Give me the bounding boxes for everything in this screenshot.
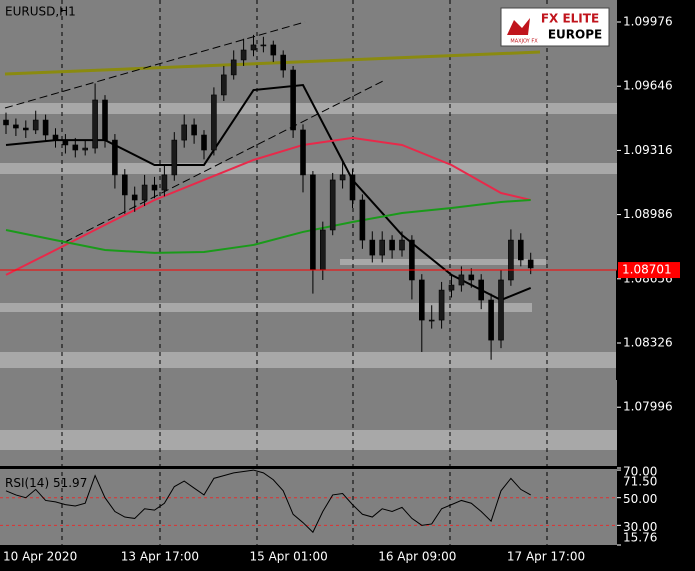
zone <box>0 103 617 114</box>
candle-body <box>32 119 39 131</box>
candle-body <box>409 239 415 281</box>
logo: FX ELITE EUROPE MAXJOY FX <box>500 7 610 47</box>
candle-body <box>270 44 277 56</box>
y-tick-label: 1.08986 <box>623 207 673 221</box>
candle-body <box>329 179 336 231</box>
zone <box>340 259 546 265</box>
zones <box>0 103 617 450</box>
y-tick-label: 1.07996 <box>623 400 673 414</box>
rsi-panel <box>0 469 617 545</box>
x-tick-label: 15 Apr 01:00 <box>250 550 328 564</box>
candle-body <box>230 59 237 76</box>
candle-body <box>349 174 356 201</box>
candle-body <box>171 139 178 176</box>
logo-small: MAXJOY FX <box>510 39 538 45</box>
trendline <box>4 50 541 76</box>
zone <box>0 430 617 450</box>
rsi-tick-label: 15.76 <box>623 531 657 545</box>
x-tick-label: 17 Apr 17:00 <box>507 550 585 564</box>
rsi-value: 51.97 <box>53 476 87 490</box>
main-panel <box>0 0 617 466</box>
candle-body <box>428 319 435 322</box>
y-tick-label: 1.09646 <box>623 79 673 93</box>
rsi-tick-label: 71.50 <box>623 475 657 489</box>
y-tick-label: 1.09976 <box>623 14 673 28</box>
candle-body <box>488 299 494 341</box>
candle-body <box>300 129 306 176</box>
candle-body <box>82 147 88 151</box>
candle-body <box>517 239 524 261</box>
candle-body <box>141 184 148 201</box>
candle-body <box>221 74 227 96</box>
x-tick-label: 16 Apr 09:00 <box>378 550 456 564</box>
rsi-title: RSI(14) 51.97 <box>5 476 87 490</box>
moving-average <box>5 199 531 254</box>
candle-body <box>379 239 386 256</box>
candle-body <box>498 279 504 341</box>
candle-body <box>102 99 108 141</box>
symbol: EURUSD,H1 <box>5 5 76 19</box>
candle-body <box>369 239 376 256</box>
rsi-tick-label: 50.00 <box>623 492 657 506</box>
x-tick-label: 13 Apr 17:00 <box>121 550 199 564</box>
candle-body <box>448 284 455 291</box>
zone <box>0 352 617 368</box>
rsi-line <box>5 469 531 534</box>
rsi-name: RSI(14) <box>5 476 49 490</box>
y-tick-label: 1.08326 <box>623 336 673 350</box>
logo-line1: FX ELITE <box>541 12 599 26</box>
candle-body <box>201 134 207 151</box>
candle-body <box>122 174 128 196</box>
rsi-tick-label: 30.00 <box>623 520 657 534</box>
y-tick-label: 1.09316 <box>623 143 673 157</box>
candle-body <box>527 259 534 269</box>
candle-body <box>191 124 197 136</box>
candle-body <box>62 139 69 146</box>
candle-body <box>13 124 19 129</box>
candle-body <box>260 44 267 47</box>
candle-body <box>290 69 296 131</box>
candle-body <box>151 184 158 191</box>
candle-body <box>359 199 366 241</box>
candle-body <box>161 174 168 191</box>
channel-line <box>4 21 306 109</box>
candle-body <box>250 44 257 51</box>
candle-body <box>508 239 514 281</box>
scroll-marker <box>616 270 618 380</box>
candle-body <box>280 54 287 71</box>
candle-body <box>181 124 187 141</box>
logo-bull <box>507 18 530 35</box>
logo-line2: EUROPE <box>548 28 602 42</box>
zone <box>0 303 532 312</box>
candle-body <box>319 229 326 271</box>
candle-body <box>458 274 465 286</box>
candle-body <box>72 144 79 151</box>
x-tick-label: 10 Apr 2020 <box>3 550 77 564</box>
candle-body <box>418 279 425 321</box>
candle-body <box>22 127 29 131</box>
candle-body <box>240 49 247 61</box>
candle-body <box>3 119 9 126</box>
candle-body <box>42 119 49 136</box>
moving-average <box>5 136 531 276</box>
candle-body <box>112 139 118 176</box>
candle-body <box>438 289 445 321</box>
candle-body <box>310 174 316 271</box>
candle-body <box>52 134 59 141</box>
candle-body <box>339 174 346 181</box>
candle-body <box>399 239 405 251</box>
candle-body <box>478 279 485 301</box>
candle-body <box>468 274 475 281</box>
candle-body <box>131 194 138 201</box>
candle-body <box>92 99 98 149</box>
last-price-label: 1.08701 <box>622 263 672 277</box>
candle-body <box>211 94 217 151</box>
zone <box>0 163 617 174</box>
candle-body <box>389 239 395 251</box>
plot <box>3 34 534 360</box>
rsi-tick-label: 70.00 <box>623 465 657 479</box>
last-price-box <box>618 262 680 279</box>
